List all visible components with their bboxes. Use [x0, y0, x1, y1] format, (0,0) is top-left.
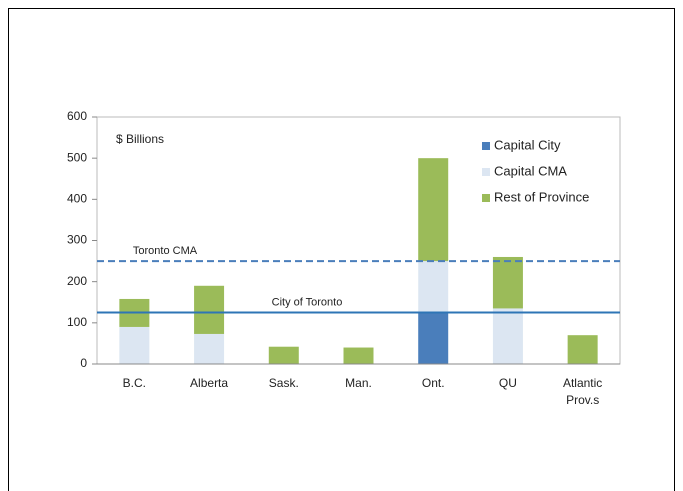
- plot-area: [96, 116, 621, 365]
- bar-segment: [194, 333, 225, 364]
- legend-label: Rest of Province: [494, 189, 589, 204]
- reference-label: City of Toronto: [272, 296, 343, 308]
- bar-segment: [194, 285, 225, 334]
- x-tick-label: Ont.: [422, 376, 445, 390]
- bar-segment: [492, 308, 523, 364]
- y-tick-label: 600: [67, 109, 87, 123]
- frame: [8, 8, 675, 491]
- bar-segment: [268, 346, 299, 364]
- reference-label: Toronto CMA: [133, 245, 198, 257]
- y-tick-label: 500: [67, 150, 87, 164]
- y-tick-label: 200: [67, 274, 87, 288]
- y-tick-label: 0: [80, 356, 87, 370]
- bar-segment: [343, 347, 374, 364]
- legend-swatch: [482, 168, 490, 176]
- legend-swatch: [482, 142, 490, 150]
- x-tick-label: Man.: [345, 376, 372, 390]
- legend-swatch: [482, 194, 490, 202]
- bar-segment: [418, 158, 449, 262]
- annotation: $ Billions: [116, 132, 164, 146]
- x-tick-label: Atlantic Prov.s: [563, 376, 602, 407]
- legend-label: Capital City: [494, 137, 561, 152]
- y-tick-label: 400: [67, 192, 87, 206]
- x-tick-label: QU: [499, 376, 517, 390]
- x-tick-label: Sask.: [269, 376, 299, 390]
- bar-segment: [119, 326, 150, 364]
- bar-segment: [418, 312, 449, 364]
- x-tick-label: B.C.: [123, 376, 146, 390]
- bar-segment: [567, 335, 598, 364]
- legend-label: Capital CMA: [494, 163, 567, 178]
- y-tick-label: 100: [67, 315, 87, 329]
- bar-segment: [492, 256, 523, 309]
- y-tick-label: 300: [67, 233, 87, 247]
- x-tick-label: Alberta: [190, 376, 228, 390]
- bar-segment: [418, 261, 449, 313]
